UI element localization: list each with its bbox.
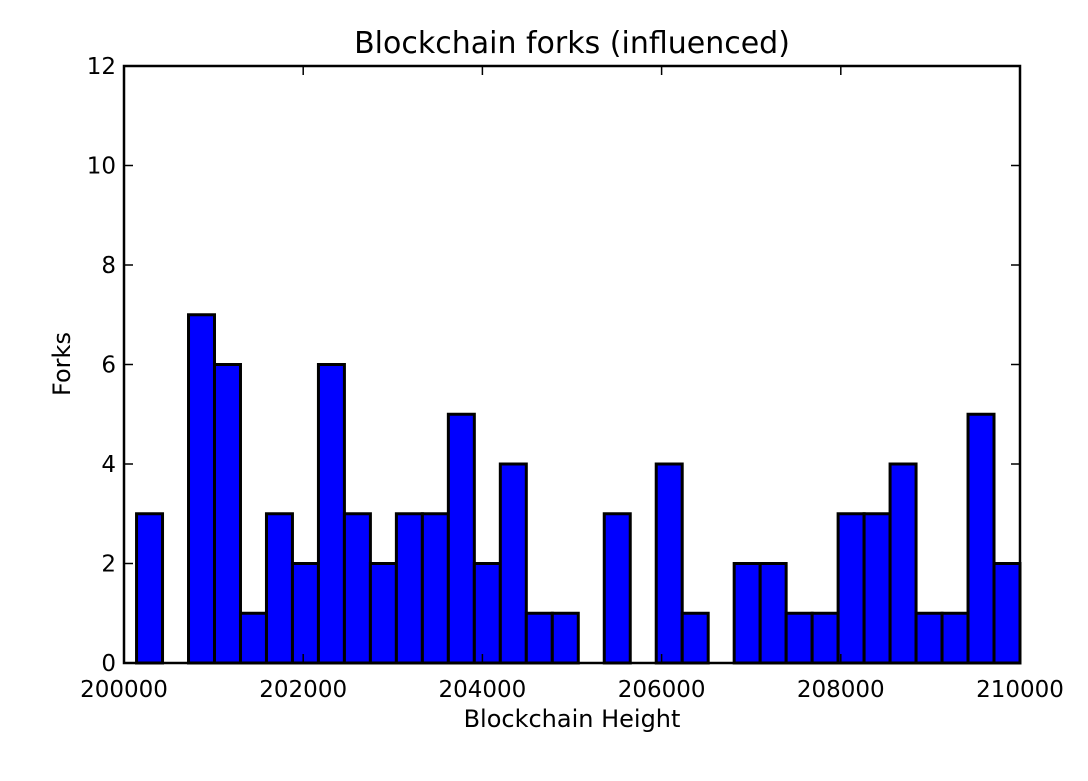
histogram-bar (290, 562, 320, 665)
histogram-bar (446, 412, 476, 665)
chart-title: Blockchain forks (influenced) (354, 26, 790, 61)
histogram-bar (784, 611, 814, 665)
histogram-bar (940, 611, 970, 665)
x-axis-label: Blockchain Height (464, 705, 681, 733)
histogram-bar (342, 512, 372, 665)
histogram-bar (524, 611, 554, 665)
y-tick-label: 6 (101, 353, 116, 379)
ticks-layer: 200000 202000 204000 206000 208000 210000 0 2 4 6… (80, 54, 1064, 703)
histogram-bar (836, 512, 866, 665)
y-tick-label: 2 (101, 552, 116, 578)
histogram-bar (810, 611, 840, 665)
histogram-bar (264, 512, 294, 665)
histogram-bar (654, 462, 684, 665)
plot-area-frame (122, 64, 1022, 665)
histogram-bar (187, 313, 216, 665)
histogram-bar (862, 512, 892, 665)
bars-layer (135, 313, 1022, 665)
x-tick-label: 202000 (259, 677, 347, 703)
histogram-bar (550, 611, 580, 665)
y-tick-label: 10 (87, 154, 116, 180)
histogram-bar (992, 562, 1022, 665)
histogram-bar (602, 512, 632, 665)
histogram-bar (680, 611, 710, 665)
histogram-bar (758, 562, 788, 665)
histogram-bar (498, 462, 528, 665)
histogram-bar (238, 611, 268, 665)
x-tick-label: 206000 (618, 677, 706, 703)
histogram-bar (888, 462, 918, 665)
histogram-bar (966, 412, 996, 665)
y-axis-label: Forks (48, 332, 76, 396)
x-tick-label: 208000 (797, 677, 885, 703)
y-tick-label: 8 (101, 253, 116, 279)
y-tick-label: 12 (87, 54, 116, 80)
histogram-bar (394, 512, 424, 665)
y-tick-label: 4 (101, 452, 116, 478)
histogram-bar (472, 562, 502, 665)
histogram-bar (212, 363, 242, 665)
x-tick-label: 204000 (438, 677, 526, 703)
histogram-bar (420, 512, 450, 665)
histogram-bar (732, 562, 762, 665)
histogram-bar (135, 512, 165, 665)
histogram-bar (368, 562, 398, 665)
y-tick-label: 0 (101, 651, 116, 677)
histogram-bar (914, 611, 944, 665)
x-tick-label: 200000 (80, 677, 168, 703)
x-tick-label: 210000 (976, 677, 1064, 703)
histogram-bar (316, 363, 346, 665)
